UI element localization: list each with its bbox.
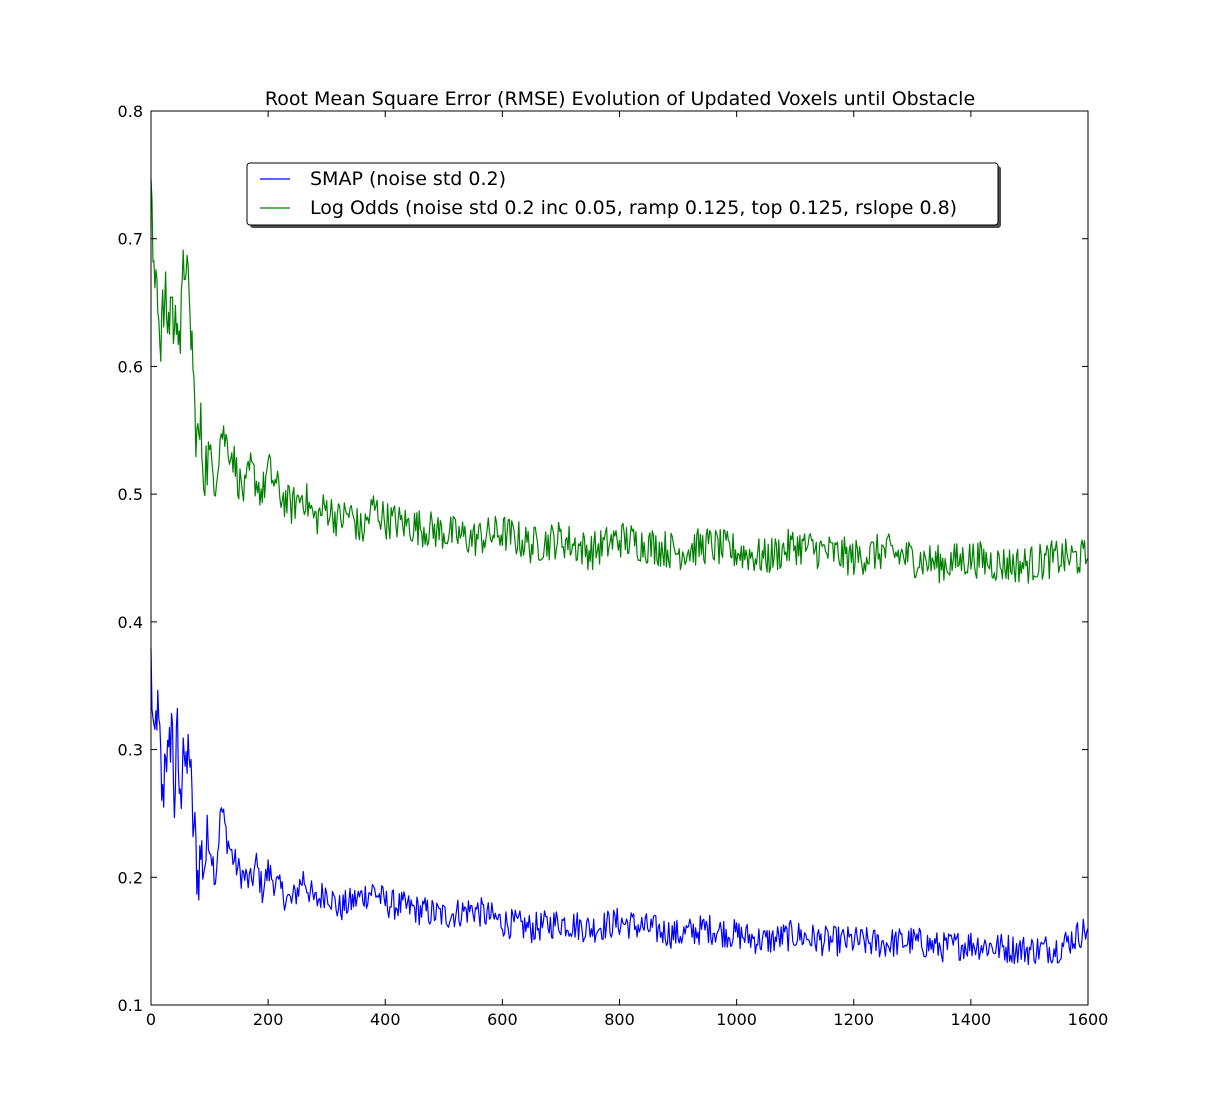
x-tick-label: 1400 xyxy=(951,1010,992,1029)
y-tick-label: 0.1 xyxy=(118,996,143,1015)
legend-box xyxy=(246,162,999,226)
legend-label-log-odds: Log Odds (noise std 0.2 inc 0.05, ramp 0… xyxy=(310,197,957,219)
series-line-log-odds xyxy=(150,178,1089,584)
legend-label-smap: SMAP (noise std 0.2) xyxy=(310,168,506,190)
x-tick-label: 1200 xyxy=(833,1010,874,1029)
y-tick-label: 0.5 xyxy=(118,485,143,504)
series-layer xyxy=(150,178,1089,966)
x-tick-label: 200 xyxy=(253,1010,284,1029)
ticks-layer: 0 200 400 600 800 1000 1200 1400 1600 0.1 0.2 0.3 0.… xyxy=(118,102,1109,1029)
x-tick-label: 1000 xyxy=(716,1010,757,1029)
y-tick-label: 0.7 xyxy=(118,230,143,249)
y-tick-label: 0.4 xyxy=(118,613,143,632)
legend: SMAP (noise std 0.2) Log Odds (noise std… xyxy=(246,162,1001,228)
y-tick-label: 0.2 xyxy=(118,868,143,887)
x-tick-label: 600 xyxy=(487,1010,518,1029)
x-tick-label: 400 xyxy=(370,1010,401,1029)
series-line-smap xyxy=(150,648,1089,966)
chart-title: Root Mean Square Error (RMSE) Evolution … xyxy=(265,88,975,110)
y-tick-label: 0.8 xyxy=(118,102,143,121)
x-tick-label: 800 xyxy=(604,1010,635,1029)
x-tick-label: 1600 xyxy=(1068,1010,1109,1029)
x-tick-label: 0 xyxy=(146,1010,156,1029)
y-tick-label: 0.3 xyxy=(118,741,143,760)
y-tick-label: 0.6 xyxy=(118,357,143,376)
